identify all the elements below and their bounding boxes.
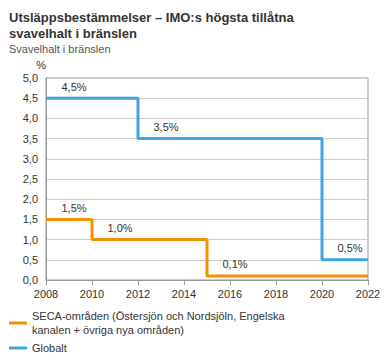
svg-text:1,5%: 1,5% (61, 202, 86, 214)
svg-text:1,5: 1,5 (23, 213, 38, 225)
svg-text:4,0: 4,0 (23, 112, 38, 124)
svg-text:svavelhalt i bränslen: svavelhalt i bränslen (9, 26, 137, 41)
svg-text:2018: 2018 (264, 288, 288, 300)
svg-text:2,5: 2,5 (23, 173, 38, 185)
svg-text:2008: 2008 (34, 288, 58, 300)
svg-text:4,5%: 4,5% (61, 81, 86, 93)
svg-text:3,0: 3,0 (23, 153, 38, 165)
svg-text:1,0: 1,0 (23, 234, 38, 246)
svg-text:SECA-områden (Östersjön och No: SECA-områden (Östersjön och Nordsjöln, E… (32, 310, 288, 322)
svg-text:0,1%: 0,1% (222, 258, 247, 270)
svg-text:0,0: 0,0 (23, 274, 38, 286)
svg-text:1,0%: 1,0% (107, 222, 132, 234)
svg-text:3,5%: 3,5% (153, 121, 178, 133)
svg-text:2,0: 2,0 (23, 193, 38, 205)
svg-text:2016: 2016 (218, 288, 242, 300)
svg-text:5,0: 5,0 (23, 72, 38, 84)
svg-text:2010: 2010 (80, 288, 104, 300)
svg-text:2020: 2020 (310, 288, 334, 300)
svg-text:2014: 2014 (172, 288, 196, 300)
svg-text:4,5: 4,5 (23, 92, 38, 104)
svg-text:Utsläppsbestämmelser – IMO:s h: Utsläppsbestämmelser – IMO:s högsta till… (9, 10, 297, 25)
svg-text:2022: 2022 (356, 288, 380, 300)
svg-text:kanalen + övriga nya områden): kanalen + övriga nya områden) (32, 324, 184, 336)
svg-text:3,5: 3,5 (23, 133, 38, 145)
svg-text:0,5%: 0,5% (337, 242, 362, 254)
svg-text:Svavelhalt i bränslen: Svavelhalt i bränslen (9, 43, 111, 55)
svg-text:Globalt: Globalt (32, 342, 67, 354)
svg-text:%: % (36, 59, 46, 71)
svg-text:0,5: 0,5 (23, 254, 38, 266)
svg-text:2012: 2012 (126, 288, 150, 300)
